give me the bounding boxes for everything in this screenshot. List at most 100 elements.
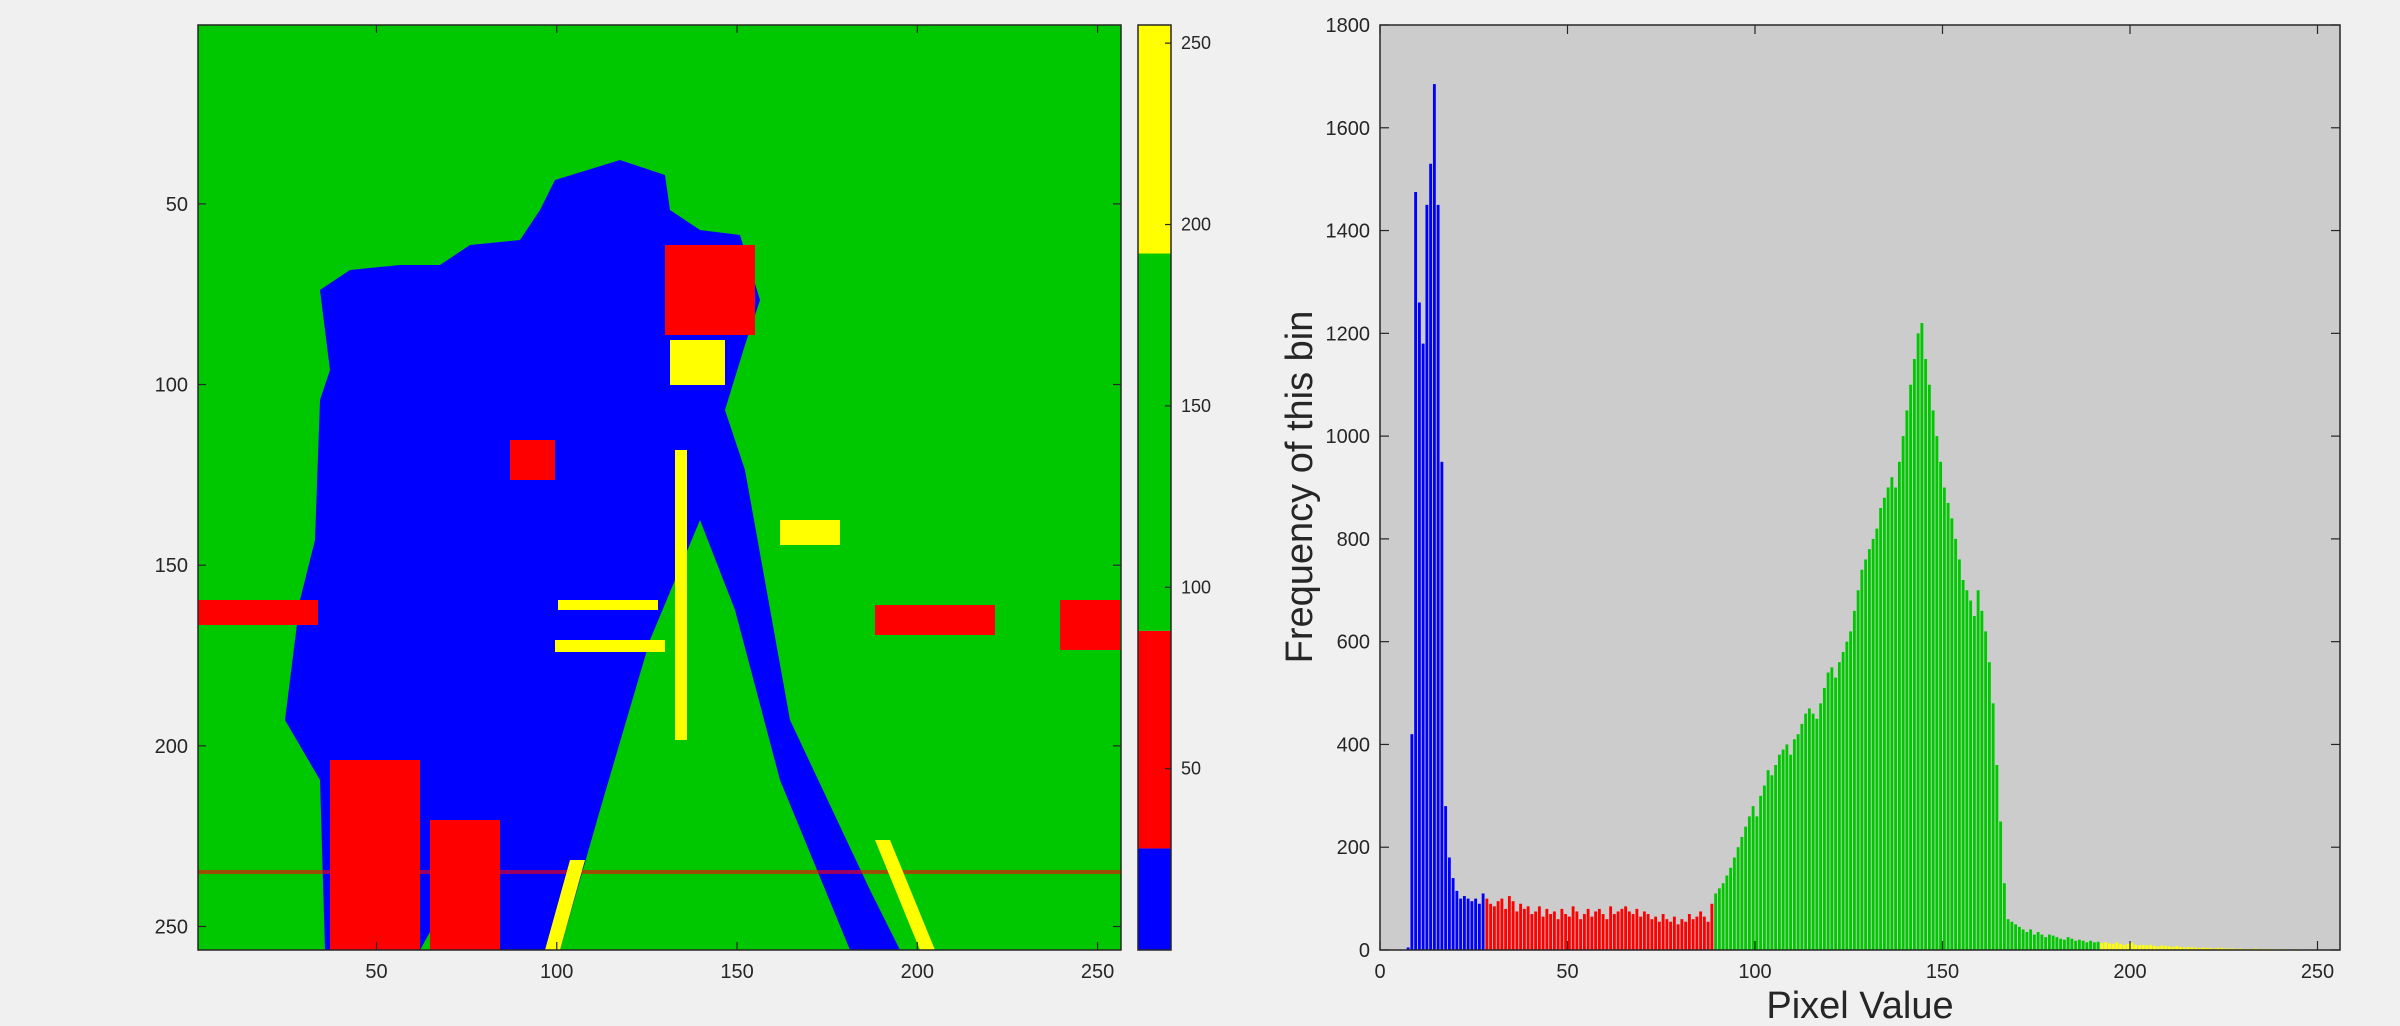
histogram-bar bbox=[1766, 770, 1770, 950]
histogram-bar bbox=[1871, 538, 1875, 950]
histogram-bar bbox=[2081, 940, 2085, 950]
histogram-background bbox=[1380, 25, 2340, 950]
histogram-bar bbox=[1860, 569, 1864, 950]
x-tick-label: 50 bbox=[365, 961, 387, 983]
histogram-bar bbox=[2209, 947, 2213, 950]
quantized-image-panel: 50 100 150 200 250 50 100 150 200 250 bbox=[155, 24, 1122, 983]
histogram-bar bbox=[1792, 739, 1796, 950]
histogram-bar bbox=[1616, 911, 1620, 950]
histogram-bar bbox=[1815, 718, 1819, 950]
histogram-bar bbox=[1980, 610, 1984, 950]
histogram-bar bbox=[1639, 916, 1643, 950]
histogram-bar bbox=[2044, 937, 2048, 950]
histogram-bar bbox=[1785, 744, 1789, 950]
histogram-bar bbox=[1676, 924, 1680, 950]
histogram-bar bbox=[1834, 677, 1838, 950]
histogram-bar bbox=[1946, 502, 1950, 950]
histogram-bar bbox=[1890, 477, 1894, 950]
histogram-bar bbox=[1582, 914, 1586, 950]
histogram-bar bbox=[1455, 890, 1459, 950]
histogram-bar bbox=[1965, 590, 1969, 950]
histogram-bar bbox=[1631, 914, 1635, 950]
histogram-bar bbox=[1931, 410, 1935, 951]
histogram-bar bbox=[1635, 908, 1639, 950]
histogram-bar bbox=[2047, 934, 2051, 950]
x-tick-label: 250 bbox=[1081, 961, 1114, 983]
histogram-bar bbox=[1627, 911, 1631, 950]
histogram-bar bbox=[1612, 914, 1616, 950]
image-axes-box bbox=[197, 24, 1122, 951]
histogram-bar bbox=[1886, 487, 1890, 950]
hist-y-tick-label: 1800 bbox=[1326, 15, 1371, 37]
histogram-bar bbox=[1879, 508, 1883, 950]
histogram-bar bbox=[2066, 937, 2070, 950]
histogram-bar bbox=[1436, 204, 1440, 951]
histogram-bar bbox=[1594, 911, 1598, 950]
histogram-bars bbox=[1406, 84, 2333, 951]
histogram-bar bbox=[1552, 911, 1556, 950]
histogram-bar bbox=[2074, 940, 2078, 950]
histogram-bar bbox=[1830, 667, 1834, 950]
histogram-bar bbox=[2014, 924, 2018, 950]
hist-y-tick-label: 800 bbox=[1337, 529, 1370, 551]
histogram-bar bbox=[1939, 461, 1943, 950]
histogram-bar bbox=[2089, 940, 2093, 950]
histogram-bar bbox=[1909, 384, 1913, 950]
histogram-bar bbox=[2085, 942, 2089, 950]
histogram-bar bbox=[1969, 600, 1973, 950]
histogram-bar bbox=[1789, 754, 1793, 950]
histogram-bar bbox=[1462, 896, 1466, 950]
histogram-bar bbox=[1485, 898, 1489, 950]
histogram-x-ticks: 0 50 100 150 200 250 bbox=[1374, 25, 2334, 983]
histogram-bar bbox=[1774, 765, 1778, 950]
histogram-bar bbox=[2231, 948, 2235, 950]
histogram-bar bbox=[1571, 906, 1575, 950]
histogram-bar bbox=[1732, 857, 1736, 950]
histogram-bar bbox=[2032, 934, 2036, 950]
histogram-bar bbox=[1579, 919, 1583, 950]
colorbar-tick-label: 100 bbox=[1181, 577, 1211, 597]
histogram-bar bbox=[1654, 916, 1658, 950]
histogram-bar bbox=[1901, 436, 1905, 951]
histogram-bar bbox=[2100, 942, 2104, 950]
yellow-regions bbox=[545, 340, 935, 950]
x-tick-label: 200 bbox=[901, 961, 934, 983]
histogram-bar bbox=[1822, 687, 1826, 950]
histogram-bar bbox=[1410, 734, 1414, 950]
histogram-bar bbox=[2190, 947, 2194, 950]
hist-y-tick-label: 600 bbox=[1337, 632, 1370, 654]
image-regions bbox=[198, 160, 1121, 950]
histogram-bar bbox=[2025, 932, 2029, 950]
histogram-bar bbox=[1961, 580, 1965, 950]
hist-y-tick-label: 1600 bbox=[1326, 118, 1371, 140]
cameraman-silhouette bbox=[285, 160, 900, 950]
hist-x-tick-label: 250 bbox=[2301, 961, 2334, 983]
histogram-bar bbox=[2017, 926, 2021, 950]
colorbar-bands bbox=[1138, 25, 1171, 950]
hist-x-tick-label: 0 bbox=[1374, 961, 1385, 983]
histogram-bar bbox=[1744, 826, 1748, 950]
histogram-bar bbox=[1511, 901, 1515, 950]
histogram-bar bbox=[1991, 703, 1995, 950]
histogram-bar bbox=[2010, 921, 2014, 950]
histogram-bar bbox=[2149, 944, 2153, 950]
histogram-bar bbox=[1489, 903, 1493, 950]
histogram-bar bbox=[1755, 816, 1759, 950]
histogram-bar bbox=[1432, 84, 1436, 950]
histogram-bar bbox=[1984, 631, 1988, 950]
colorbar-band bbox=[1138, 848, 1171, 950]
histogram-bar bbox=[1976, 590, 1980, 950]
histogram-bar bbox=[1642, 911, 1646, 950]
histogram-bar bbox=[1841, 651, 1845, 950]
histogram-bar bbox=[1920, 323, 1924, 950]
histogram-bar bbox=[2134, 944, 2138, 950]
hist-y-tick-label: 1000 bbox=[1326, 426, 1371, 448]
colorbar-tick-label: 200 bbox=[1181, 215, 1211, 235]
histogram-bar bbox=[2115, 942, 2119, 950]
histogram-bar bbox=[1522, 908, 1526, 950]
histogram-bar bbox=[1605, 919, 1609, 950]
histogram-bar bbox=[2036, 932, 2040, 950]
histogram-bar bbox=[1826, 672, 1830, 950]
image-x-ticks: 50 100 150 200 250 bbox=[365, 25, 1114, 983]
